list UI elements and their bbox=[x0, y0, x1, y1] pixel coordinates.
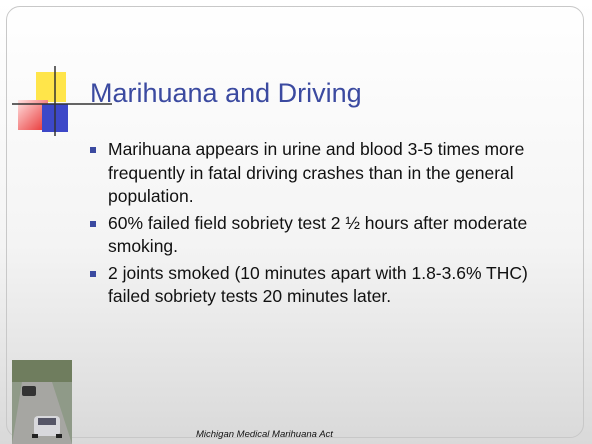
bullet: 2 joints smoked (10 minutes apart with 1… bbox=[88, 262, 562, 309]
footer: Michigan Medical Marihuana Act bbox=[196, 429, 333, 440]
bullet: Marihuana appears in urine and blood 3-5… bbox=[88, 138, 562, 209]
bullet-list: Marihuana appears in urine and blood 3-5… bbox=[88, 138, 562, 312]
title-decoration bbox=[12, 66, 112, 136]
car-photo bbox=[12, 360, 72, 444]
bullet: 60% failed field sobriety test 2 ½ hours… bbox=[88, 212, 562, 259]
slide-title: Marihuana and Driving bbox=[90, 78, 362, 108]
slide-frame bbox=[6, 6, 584, 438]
